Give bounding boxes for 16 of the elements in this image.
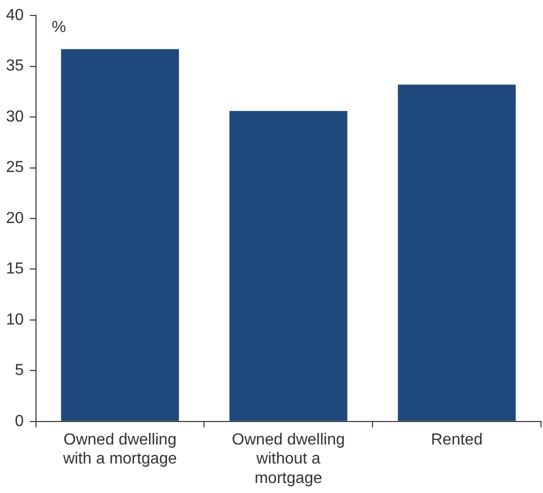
x-tick-label: Owned dwelling without a mortgage [232,431,345,487]
y-axis-title: % [52,19,66,36]
x-tick-label: Rented [431,431,483,448]
bar [229,110,348,421]
y-tick-label: 35 [6,58,24,75]
y-tick-label: 30 [6,108,24,126]
y-tick-label: 10 [6,311,24,328]
x-tick-label: Owned dwelling with a mortgage [62,431,178,468]
y-tick-label: 25 [6,159,24,176]
y-tick-label: 20 [6,210,24,227]
y-tick-label: 40 [6,7,24,24]
y-tick-label: 15 [6,260,24,278]
bar [398,84,516,421]
y-tick-label: 0 [14,412,24,430]
bar [61,49,179,421]
y-tick-label: 5 [14,362,24,380]
